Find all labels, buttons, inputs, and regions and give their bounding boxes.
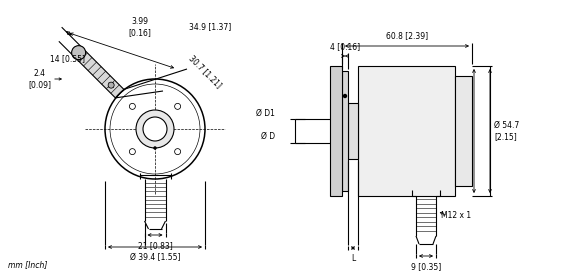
- Circle shape: [175, 149, 180, 155]
- Text: 21 [0.83]: 21 [0.83]: [138, 241, 173, 250]
- Text: Ø 54.7
[2.15]: Ø 54.7 [2.15]: [494, 121, 519, 141]
- Text: 9 [0.35]: 9 [0.35]: [411, 262, 441, 271]
- Circle shape: [108, 82, 114, 88]
- Bar: [358, 66, 455, 196]
- Text: 30.7 [1.21]: 30.7 [1.21]: [187, 53, 223, 89]
- Text: M12 x 1: M12 x 1: [441, 211, 471, 220]
- Circle shape: [153, 146, 156, 150]
- Text: Ø D: Ø D: [261, 131, 275, 141]
- Text: Ø D1: Ø D1: [256, 109, 275, 117]
- Circle shape: [129, 149, 135, 155]
- Text: 4 [0.16]: 4 [0.16]: [330, 42, 360, 51]
- Polygon shape: [74, 48, 124, 98]
- Text: 14 [0.55]: 14 [0.55]: [51, 54, 85, 64]
- Text: 2.4
[0.09]: 2.4 [0.09]: [29, 69, 52, 89]
- Circle shape: [129, 104, 135, 109]
- Text: 60.8 [2.39]: 60.8 [2.39]: [386, 31, 428, 40]
- Circle shape: [175, 104, 180, 109]
- Text: 34.9 [1.37]: 34.9 [1.37]: [189, 23, 231, 32]
- Circle shape: [143, 117, 167, 141]
- Text: Ø 39.4 [1.55]: Ø 39.4 [1.55]: [130, 253, 180, 262]
- Bar: [342, 71, 348, 191]
- Text: 3.99
[0.16]: 3.99 [0.16]: [129, 17, 151, 37]
- Bar: [348, 103, 358, 159]
- Text: mm [Inch]: mm [Inch]: [8, 260, 47, 269]
- Circle shape: [71, 46, 85, 60]
- Bar: [330, 66, 342, 196]
- Bar: [455, 76, 472, 186]
- Circle shape: [343, 95, 347, 97]
- Text: L: L: [351, 254, 355, 263]
- Circle shape: [136, 110, 174, 148]
